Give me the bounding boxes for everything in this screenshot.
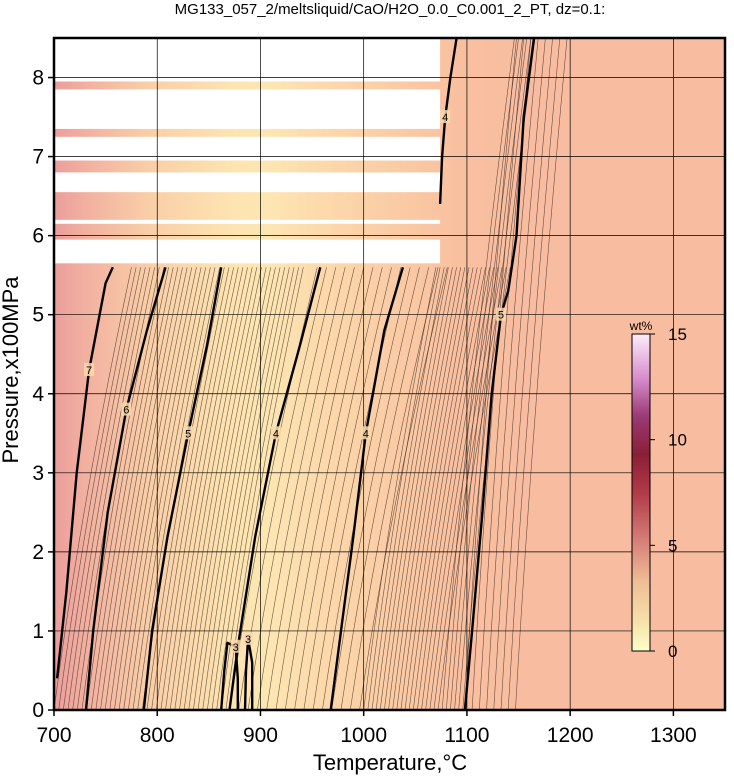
x-tick-label-1: 800 [140,724,175,747]
thin-isoline-78 [464,38,517,710]
axis-ticks: 700 800 900 1000 1100 1200 1300 0 1 2 3 4 5 6 7 8 [32,67,696,747]
blank-region-3 [54,172,441,193]
x-tick-label-4: 1100 [444,724,489,747]
y-tick-label-7: 7 [32,146,44,169]
blank-regions [54,38,441,264]
contour-line-1 [84,266,167,710]
contour-labels: 7 6 5 4 4 33 5 4 [84,110,506,654]
colorbar-gradient [631,333,651,652]
contour-label-1: 6 [123,405,129,417]
plot-frame [52,36,727,712]
contour-label-3: 4 [273,428,279,440]
thin-isoline-81 [486,38,539,710]
contour-label-bg-4 [360,426,371,440]
contour-label-5: 3 [233,642,239,654]
y-tick-label-1: 1 [32,620,44,643]
contour-label-bg-7 [495,307,506,321]
contour-label-8: 4 [442,112,448,124]
blank-region-4 [54,219,441,224]
x-axis-title: Temperature,°C [313,750,467,775]
x-tick-label-0: 700 [36,724,71,747]
x-tick-label-6: 1300 [650,724,697,747]
x-tick-label-5: 1200 [547,724,594,747]
thin-isoline-82 [493,38,546,710]
x-tick-label-3: 1000 [340,724,387,747]
thin-isoline-85 [515,38,568,710]
contour-label-7: 5 [498,310,504,322]
colorbar-ticks: 0 5 10 15 [650,325,687,661]
colorbar-unit: wt% [629,319,653,333]
contour-label-bg-3 [270,426,281,440]
x-tick-label-2: 900 [243,724,278,747]
thin-isoline-84 [507,38,561,710]
blank-region-2 [54,136,441,161]
contour-label-4: 4 [363,428,369,440]
blank-region-5 [54,239,441,264]
thin-isoline-72 [441,38,515,710]
colorbar-tick-label-3: 15 [668,325,687,344]
thin-isoline-73 [445,38,519,710]
contour-label-bg-0 [84,363,95,377]
colorbar: wt% 0 5 10 15 [629,319,687,661]
thin-isoline-74 [450,38,523,710]
y-tick-label-0: 0 [32,699,44,722]
y-tick-label-3: 3 [32,462,44,485]
contour-lines [55,38,536,710]
colorbar-tick-label-0: 0 [668,642,677,661]
thin-isoline-83 [500,38,553,710]
colorbar-tick-label-1: 5 [668,536,677,555]
contour-label-2: 5 [185,428,191,440]
contour-label-bg-2 [183,426,194,440]
contour-line-2 [142,267,223,710]
thin-isoline-76 [458,38,532,710]
y-tick-label-6: 6 [32,225,44,248]
contour-line-4 [329,266,405,710]
blank-region-1 [54,89,441,129]
contour-line-0 [55,266,114,679]
colorbar-tick-label-2: 10 [668,431,687,450]
blank-region-0 [54,38,441,82]
y-tick-label-2: 2 [32,541,44,564]
contour-label-bg-1 [121,402,132,416]
contour-label-bg-8 [440,110,451,124]
y-tick-label-8: 8 [32,67,44,90]
chart-title: MG133_057_2/meltsliquid/CaO/H2O_0.0_C0.0… [175,1,606,18]
contour-label-bg-6 [243,631,254,645]
y-tick-label-4: 4 [32,383,44,406]
contour-label-6: 3 [245,634,251,646]
y-tick-label-5: 5 [32,304,44,327]
contour-label-bg-5 [230,639,241,653]
y-axis-title: Pressure,x100MPa [0,276,23,464]
contour-label-0: 7 [86,365,92,377]
